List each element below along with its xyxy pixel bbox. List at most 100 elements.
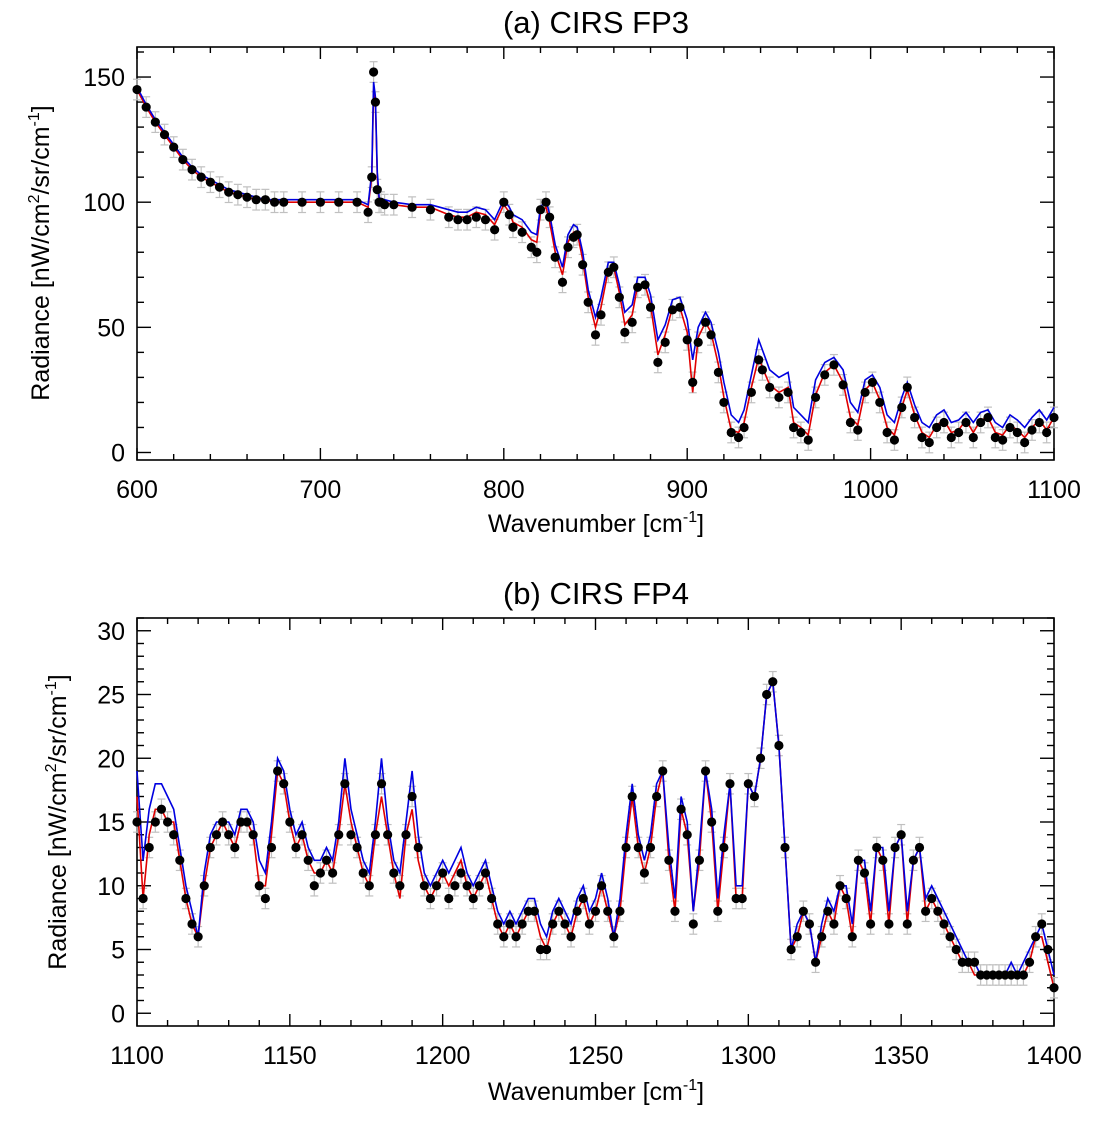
observed-point <box>315 868 325 878</box>
observed-point <box>908 855 918 865</box>
observed-point <box>845 417 856 428</box>
observed-point <box>162 817 173 827</box>
y-ticks: 0 5 10 15 20 25 30 <box>97 617 1054 1028</box>
observed-point <box>321 855 332 865</box>
observed-point <box>230 842 240 853</box>
observed-point <box>737 893 747 904</box>
observed-point <box>389 868 399 878</box>
observed-point <box>453 215 463 225</box>
x-tick-label: 600 <box>116 476 158 504</box>
observed-point <box>279 197 289 207</box>
y-axis-label: Radiance [nW/cm2/sr/cm-1] <box>26 105 55 400</box>
observed-point <box>260 893 270 904</box>
observed-point <box>670 906 680 916</box>
observed-point <box>389 200 399 210</box>
x-axis-label: Wavenumber [cm-1] <box>488 509 704 538</box>
observed-point <box>383 830 393 840</box>
x-tick-label: 900 <box>666 476 708 504</box>
observed-point <box>660 337 670 347</box>
plot-frame <box>136 617 1055 1027</box>
observed-point <box>932 422 942 433</box>
observed-point <box>395 881 405 891</box>
panel-fp3: (a) CIRS FP3 600 700 800 900 1000 1100 0 50 100… <box>26 5 1081 538</box>
observed-point <box>150 117 160 127</box>
observed-point <box>517 919 527 929</box>
observed-point <box>796 427 806 438</box>
observed-point <box>762 689 772 700</box>
observed-point <box>196 172 206 182</box>
observed-point <box>910 412 920 423</box>
observed-point <box>578 260 588 270</box>
observed-point <box>251 195 261 205</box>
y-tick-label: 100 <box>83 189 125 217</box>
x-tick-label: 1100 <box>110 1042 164 1070</box>
observed-point <box>902 382 912 393</box>
observed-point <box>682 830 692 840</box>
observed-point <box>917 432 927 443</box>
observed-point <box>425 893 436 904</box>
observed-point <box>1020 437 1030 448</box>
observed-point <box>939 417 949 428</box>
observed-point <box>890 842 900 853</box>
observed-point <box>511 932 521 942</box>
observed-point <box>352 842 362 853</box>
observed-point <box>364 881 374 891</box>
y-tick-label: 30 <box>97 618 125 646</box>
observed-point <box>471 212 481 222</box>
observed-point <box>768 677 778 687</box>
observed-point <box>841 893 851 904</box>
y-axis-label: Radiance [nW/cm2/sr/cm-1] <box>43 674 72 969</box>
observed-point <box>620 327 630 337</box>
observed-point <box>823 906 833 916</box>
observed-point <box>872 842 882 853</box>
observed-point <box>462 881 472 891</box>
observed-point <box>159 130 170 140</box>
x-tick-label: 1150 <box>263 1042 317 1070</box>
observed-point <box>774 740 784 751</box>
observed-point <box>279 779 289 789</box>
observed-point <box>273 766 283 776</box>
observed-point <box>614 292 624 302</box>
observed-point <box>572 230 582 240</box>
observed-point <box>921 906 931 916</box>
observed-point <box>178 155 188 165</box>
observed-point <box>998 435 1008 445</box>
observed-point <box>169 830 179 840</box>
observed-point <box>205 177 215 187</box>
observed-point <box>829 919 839 929</box>
observed-point <box>584 919 594 929</box>
observed-point <box>450 881 460 891</box>
observed-point <box>462 215 472 225</box>
observed-point <box>946 432 956 443</box>
observed-point <box>413 842 423 853</box>
observed-point <box>490 225 500 235</box>
observed-point <box>933 906 943 916</box>
observed-point <box>541 944 552 955</box>
observed-point <box>572 906 582 916</box>
model-red-line <box>136 678 1055 988</box>
observed-point <box>889 435 900 445</box>
observed-point <box>726 427 736 438</box>
observed-point <box>535 205 546 215</box>
x-tick-label: 1000 <box>843 476 899 504</box>
observed-point <box>878 855 888 865</box>
observed-point <box>368 67 379 77</box>
observed-point <box>780 842 790 853</box>
observed-point <box>169 142 179 152</box>
x-tick-label: 1250 <box>568 1042 624 1070</box>
observed-point <box>205 842 215 853</box>
observed-point <box>456 868 466 878</box>
observed-point <box>633 842 643 853</box>
y-ticks: 0 50 100 150 <box>83 51 1054 467</box>
observed-point <box>269 197 280 207</box>
observed-point <box>297 197 307 207</box>
y-tick-label: 0 <box>111 439 125 467</box>
x-tick-label: 700 <box>300 476 342 504</box>
observed-point <box>504 210 514 220</box>
observed-point <box>132 817 142 827</box>
observed-point <box>774 392 784 403</box>
observed-point <box>700 766 711 776</box>
observed-point <box>217 817 228 827</box>
y-tick-label: 0 <box>111 1000 125 1028</box>
